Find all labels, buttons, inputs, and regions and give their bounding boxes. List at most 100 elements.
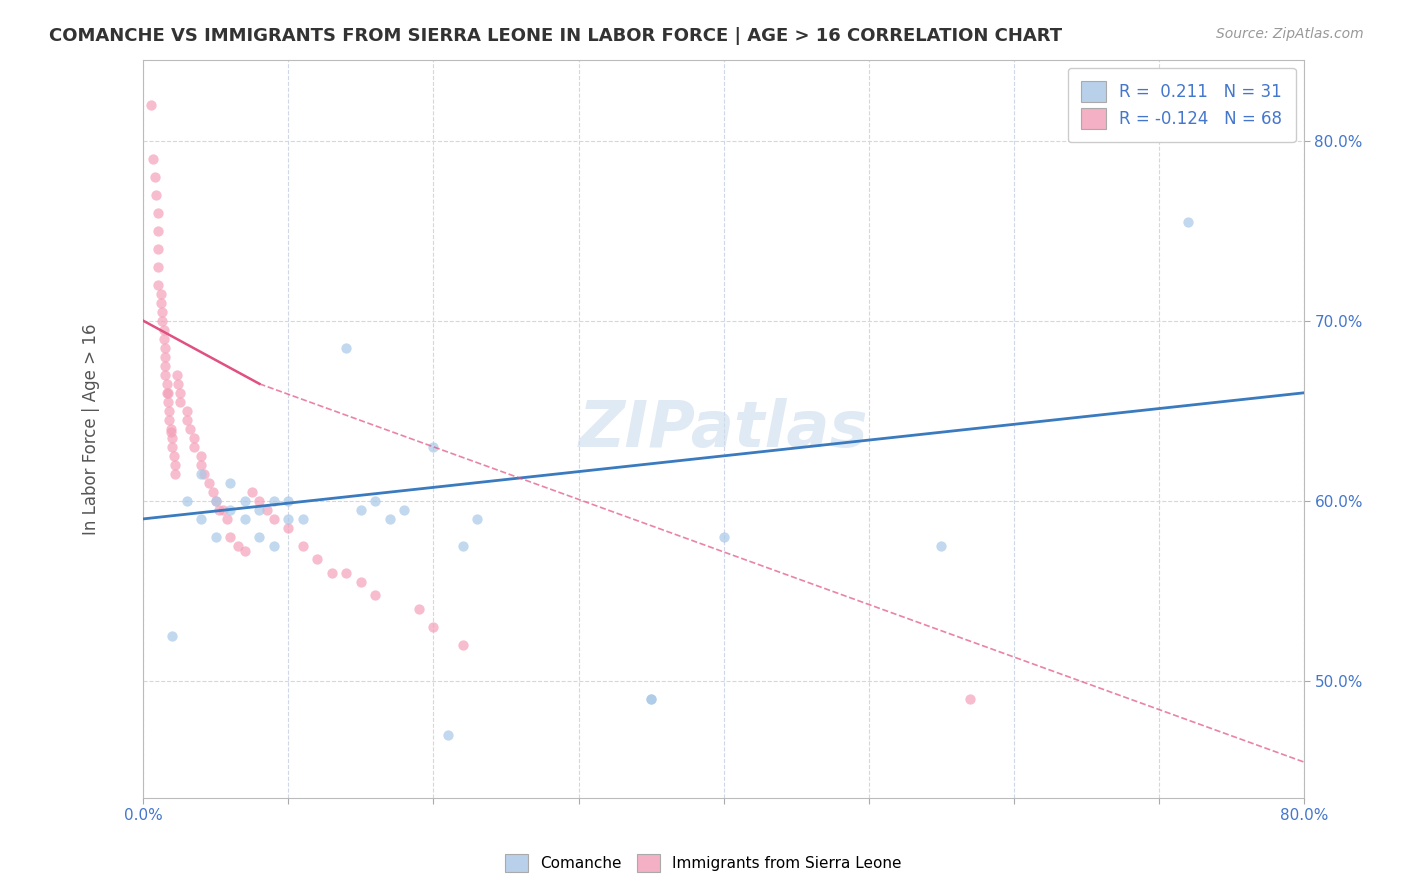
Point xyxy=(176,413,198,427)
Point xyxy=(169,394,191,409)
Point xyxy=(162,440,184,454)
Point xyxy=(247,503,270,517)
Point xyxy=(146,242,169,256)
Text: COMANCHE VS IMMIGRANTS FROM SIERRA LEONE IN LABOR FORCE | AGE > 16 CORRELATION C: COMANCHE VS IMMIGRANTS FROM SIERRA LEONE… xyxy=(49,27,1063,45)
Point xyxy=(149,295,172,310)
Point xyxy=(364,494,387,508)
Point xyxy=(233,494,256,508)
Point xyxy=(160,425,183,440)
Point xyxy=(156,385,179,400)
Point xyxy=(183,440,205,454)
Point xyxy=(240,484,263,499)
Point xyxy=(153,350,176,364)
Point xyxy=(155,376,177,391)
Text: Source: ZipAtlas.com: Source: ZipAtlas.com xyxy=(1216,27,1364,41)
Point xyxy=(205,494,228,508)
Point xyxy=(321,566,343,580)
Point xyxy=(145,187,167,202)
Point xyxy=(219,475,242,490)
Point xyxy=(190,449,212,463)
Point xyxy=(291,539,314,553)
Point xyxy=(167,376,190,391)
Point xyxy=(146,260,169,274)
Point xyxy=(153,368,176,382)
Point xyxy=(160,422,183,436)
Point xyxy=(156,394,179,409)
Point xyxy=(335,341,357,355)
Point xyxy=(929,539,952,553)
Point xyxy=(150,305,173,319)
Point xyxy=(176,494,198,508)
Point xyxy=(263,539,285,553)
Point xyxy=(212,503,235,517)
Point xyxy=(217,512,239,526)
Point xyxy=(277,512,299,526)
Point xyxy=(162,629,184,643)
Point xyxy=(394,503,416,517)
Point xyxy=(335,566,357,580)
Point xyxy=(247,530,270,544)
Legend: Comanche, Immigrants from Sierra Leone: Comanche, Immigrants from Sierra Leone xyxy=(498,846,908,880)
Text: ZIPatlas: ZIPatlas xyxy=(579,398,869,460)
Point xyxy=(208,503,231,517)
Point xyxy=(263,494,285,508)
Point xyxy=(152,332,174,346)
Point xyxy=(162,431,184,445)
Point xyxy=(437,728,460,742)
Point xyxy=(205,494,228,508)
Point xyxy=(263,512,285,526)
Point xyxy=(197,475,219,490)
Point xyxy=(165,458,187,472)
Point xyxy=(155,385,177,400)
Point xyxy=(201,484,224,499)
Text: In Labor Force | Age > 16: In Labor Force | Age > 16 xyxy=(82,323,100,534)
Legend: R =  0.211   N = 31, R = -0.124   N = 68: R = 0.211 N = 31, R = -0.124 N = 68 xyxy=(1067,68,1296,142)
Point xyxy=(1177,215,1199,229)
Point xyxy=(233,544,256,558)
Point xyxy=(291,512,314,526)
Point xyxy=(256,503,278,517)
Point xyxy=(408,602,430,616)
Point xyxy=(183,431,205,445)
Point xyxy=(169,385,191,400)
Point xyxy=(713,530,735,544)
Point xyxy=(307,551,329,566)
Point xyxy=(146,205,169,219)
Point xyxy=(159,404,181,418)
Point xyxy=(146,224,169,238)
Point xyxy=(146,277,169,292)
Point xyxy=(190,512,212,526)
Point xyxy=(193,467,215,481)
Point xyxy=(451,539,474,553)
Point xyxy=(277,494,299,508)
Point xyxy=(378,512,401,526)
Point xyxy=(153,359,176,373)
Point xyxy=(219,503,242,517)
Point xyxy=(226,539,249,553)
Point xyxy=(959,692,981,706)
Point xyxy=(139,97,162,112)
Point xyxy=(350,503,373,517)
Point xyxy=(150,314,173,328)
Point xyxy=(190,458,212,472)
Point xyxy=(277,521,299,535)
Point xyxy=(152,323,174,337)
Point xyxy=(159,413,181,427)
Point xyxy=(149,286,172,301)
Point xyxy=(247,494,270,508)
Point xyxy=(143,169,166,184)
Point xyxy=(465,512,488,526)
Point xyxy=(350,574,373,589)
Point xyxy=(165,467,187,481)
Point xyxy=(640,692,662,706)
Point xyxy=(190,467,212,481)
Point xyxy=(142,152,165,166)
Point xyxy=(422,620,444,634)
Point xyxy=(451,638,474,652)
Point xyxy=(219,530,242,544)
Point xyxy=(233,512,256,526)
Point xyxy=(163,449,186,463)
Point xyxy=(176,404,198,418)
Point xyxy=(364,588,387,602)
Point xyxy=(640,692,662,706)
